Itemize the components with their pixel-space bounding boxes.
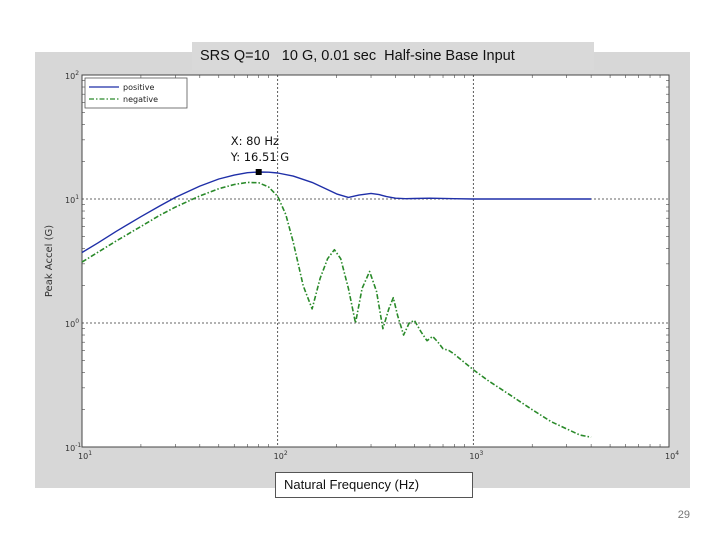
legend-label-positive: positive: [123, 83, 154, 92]
x-axis-label: Natural Frequency (Hz): [275, 472, 473, 498]
x-tick-label: 104: [665, 450, 679, 461]
plot-area: [81, 74, 670, 448]
figure-panel: 101 102 103 104 10-1 100 101 102 Peak Accel (G) p…: [35, 52, 690, 488]
y-tick-label: 101: [65, 194, 79, 205]
x-tick-label: 101: [78, 450, 92, 461]
data-cursor-y-label: Y: 16.51 G: [230, 150, 290, 164]
data-cursor-x-label: X: 80 Hz: [231, 134, 279, 148]
series-line-positive: [81, 171, 592, 254]
series-line-negative: [81, 181, 592, 438]
y-tick-label: 100: [65, 318, 79, 329]
page-number: 29: [677, 509, 690, 521]
y-axis-label: Peak Accel (G): [44, 225, 55, 297]
legend-label-negative: negative: [123, 95, 158, 104]
legend-box: [84, 77, 188, 109]
chart-title: SRS Q=10 10 G, 0.01 sec Half-sine Base I…: [192, 42, 594, 70]
x-tick-label: 102: [274, 450, 288, 461]
x-tick-label: 103: [469, 450, 483, 461]
y-tick-label: 10-1: [65, 442, 81, 453]
legend: positive negative: [84, 77, 188, 109]
data-cursor-marker: [255, 168, 262, 175]
srs-chart: 101 102 103 104 10-1 100 101 102 Peak Accel (G) p…: [44, 70, 679, 461]
y-tick-label: 102: [65, 70, 79, 81]
